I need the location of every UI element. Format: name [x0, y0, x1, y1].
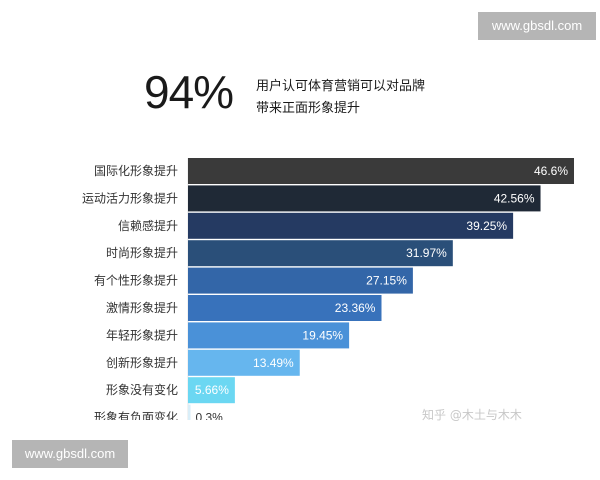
category-label-1: 国际化形象提升 [94, 163, 178, 178]
bar-10 [188, 404, 191, 420]
bar-9 [188, 377, 235, 404]
value-label-10: 0.3% [195, 411, 223, 420]
headline-text: 用户认可体育营销可以对品牌 带来正面形象提升 [256, 76, 425, 120]
value-label-9: 5.66% [195, 383, 229, 397]
bar-1 [188, 158, 574, 184]
category-label-7: 年轻形象提升 [106, 327, 178, 342]
category-label-2: 运动活力形象提升 [82, 190, 178, 205]
category-label-9: 形象没有变化 [106, 382, 178, 397]
value-label-8: 13.49% [253, 356, 294, 370]
headline-line-2: 带来正面形象提升 [256, 101, 361, 116]
category-label-6: 激情形象提升 [106, 300, 178, 315]
value-label-4: 31.97% [406, 246, 447, 260]
value-label-1: 46.6% [534, 164, 568, 178]
category-label-10: 形象有负面变化 [94, 410, 178, 420]
category-label-5: 有个性形象提升 [94, 273, 178, 288]
headline-percentage: 94% [144, 66, 234, 118]
watermark-bottom: www.gbsdl.com [12, 440, 128, 468]
bar-4 [188, 240, 453, 267]
value-label-7: 19.45% [302, 328, 343, 342]
author-credit: 知乎 @木土与木木 [422, 408, 522, 422]
bar-6 [188, 295, 382, 321]
headline-line-1: 用户认可体育营销可以对品牌 [256, 79, 426, 94]
value-label-6: 23.36% [335, 301, 376, 315]
horizontal-bar-chart: 国际化形象提升 46.6% 运动活力形象提升 42.56% 信赖感提升 39.25% 时尚形… [82, 158, 574, 420]
bar-5 [188, 267, 413, 294]
bar-8 [188, 349, 300, 376]
bar-3 [188, 212, 514, 239]
category-label-3: 信赖感提升 [118, 218, 178, 233]
category-label-4: 时尚形象提升 [106, 245, 178, 260]
category-label-8: 创新形象提升 [106, 355, 178, 370]
bar-7 [188, 322, 350, 349]
value-label-2: 42.56% [494, 191, 535, 205]
watermark-top: www.gbsdl.com [478, 12, 596, 40]
value-label-5: 27.15% [366, 274, 407, 288]
bar-2 [188, 185, 541, 212]
value-label-3: 39.25% [466, 219, 507, 233]
